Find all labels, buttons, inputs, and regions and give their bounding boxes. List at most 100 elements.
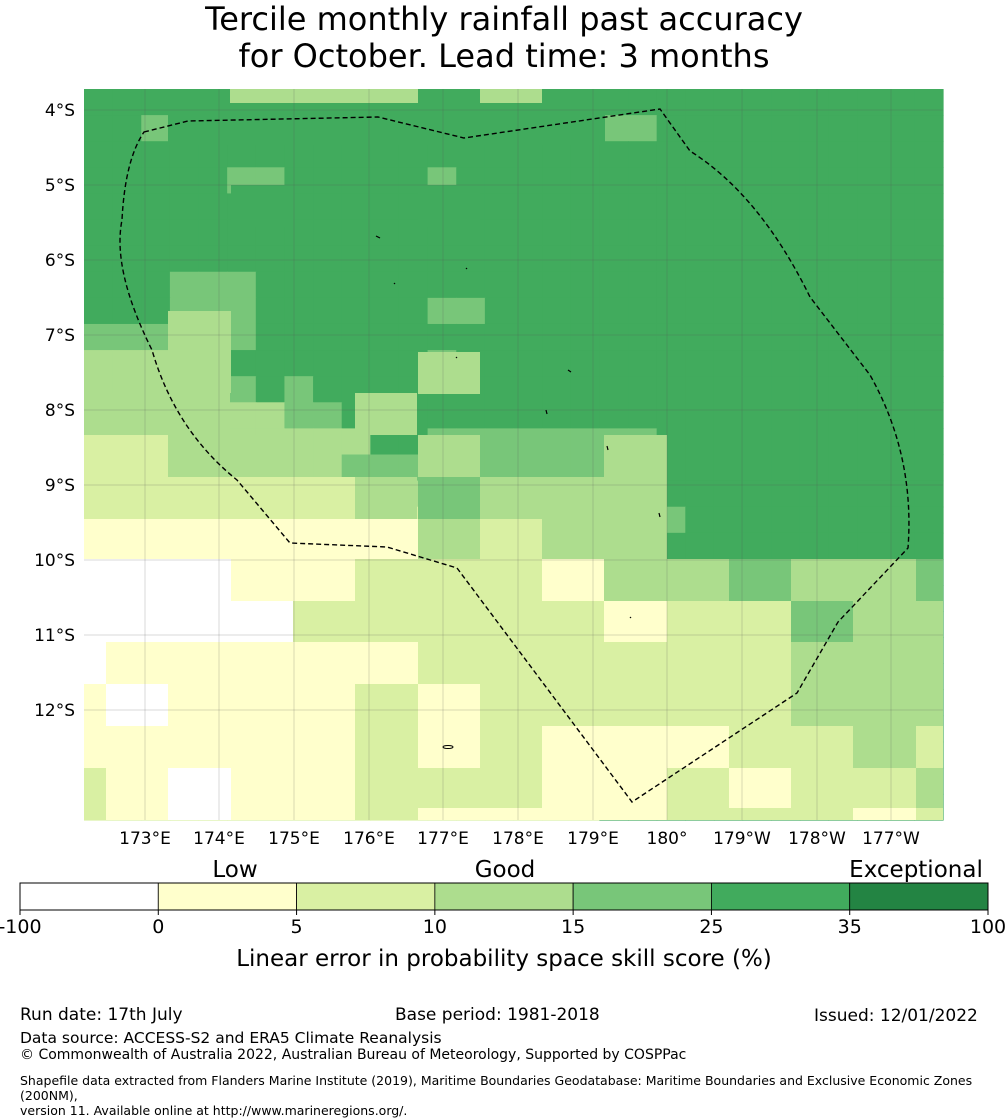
grid-cell bbox=[656, 297, 686, 325]
grid-cell bbox=[599, 323, 629, 351]
legend-tick-label: 0 bbox=[152, 916, 164, 938]
grid-cell bbox=[255, 376, 286, 403]
grid-cell bbox=[198, 167, 228, 195]
grid-cell bbox=[484, 376, 515, 403]
grid-cell bbox=[341, 323, 371, 351]
grid-cell bbox=[713, 193, 744, 221]
latitude-label: 7°S bbox=[45, 326, 75, 346]
issued-date: Issued: 12/01/2022 bbox=[814, 1006, 978, 1026]
grid-cell bbox=[853, 601, 943, 642]
grid-cell bbox=[427, 402, 457, 429]
grid-cell bbox=[799, 428, 830, 456]
grid-cell bbox=[885, 323, 915, 351]
grid-cell bbox=[799, 454, 830, 482]
grid-cell bbox=[656, 193, 686, 221]
grid-cell bbox=[255, 402, 286, 429]
grid-cell bbox=[885, 506, 915, 534]
grid-cell bbox=[480, 519, 542, 559]
longitude-label: 178°E bbox=[492, 829, 544, 849]
grid-cell bbox=[341, 271, 371, 299]
grid-cell bbox=[656, 323, 686, 351]
grid-cell bbox=[914, 402, 944, 429]
grid-cell bbox=[853, 808, 916, 820]
grid-cell bbox=[799, 506, 830, 534]
grid-cell bbox=[112, 219, 142, 247]
grid-cell bbox=[231, 559, 355, 601]
grid-cell bbox=[914, 350, 944, 377]
grid-cell bbox=[685, 376, 715, 403]
grid-cell bbox=[231, 768, 355, 820]
grid-cell bbox=[885, 141, 915, 168]
grid-cell bbox=[656, 219, 686, 247]
grid-cell bbox=[255, 245, 286, 273]
grid-cell bbox=[828, 454, 858, 482]
grid-cell bbox=[370, 141, 400, 168]
island-outline bbox=[629, 616, 632, 619]
grid-cell bbox=[914, 271, 944, 299]
grid-cell bbox=[729, 808, 791, 820]
longitude-label: 175°E bbox=[268, 829, 320, 849]
grid-cell bbox=[828, 193, 858, 221]
grid-cell bbox=[513, 454, 543, 482]
grid-cell bbox=[729, 768, 791, 808]
grid-cell bbox=[341, 350, 371, 377]
grid-cell bbox=[685, 193, 715, 221]
grid-cell bbox=[341, 245, 371, 273]
latitude-label: 12°S bbox=[34, 701, 75, 721]
grid-cell bbox=[828, 167, 858, 195]
grid-cell bbox=[885, 219, 915, 247]
grid-cell bbox=[370, 167, 400, 195]
grid-cell bbox=[685, 141, 715, 168]
grid-cell bbox=[570, 271, 600, 299]
grid-cell bbox=[713, 350, 744, 377]
grid-cell bbox=[857, 89, 887, 116]
grid-cell bbox=[791, 559, 916, 601]
legend-color-swatch bbox=[157, 882, 297, 911]
grid-cell bbox=[313, 402, 343, 429]
longitude-label: 177°E bbox=[417, 829, 469, 849]
grid-cell bbox=[799, 271, 830, 299]
grid-cell bbox=[771, 323, 801, 351]
longitude-label: 174°E bbox=[193, 829, 245, 849]
grid-cell bbox=[456, 141, 486, 168]
grid-cell bbox=[857, 167, 887, 195]
grid-cell bbox=[713, 506, 744, 534]
grid-cell bbox=[513, 193, 543, 221]
grid-cell bbox=[418, 435, 480, 477]
grid-cell bbox=[284, 141, 314, 168]
grid-cell bbox=[771, 376, 801, 403]
island-outline bbox=[658, 512, 661, 518]
grid-cell bbox=[398, 271, 429, 299]
grid-cell bbox=[370, 271, 400, 299]
grid-cell bbox=[484, 245, 515, 273]
longitude-labels: 173°E 174°E 175°E 176°E 177°E 178°E 179°E 180° 1… bbox=[119, 829, 920, 849]
grid-cell bbox=[355, 393, 417, 435]
grid-cell bbox=[628, 193, 658, 221]
grid-cell bbox=[484, 141, 515, 168]
grid-cell bbox=[914, 219, 944, 247]
grid-cell bbox=[313, 376, 343, 403]
grid-cell bbox=[341, 219, 371, 247]
grid-cell bbox=[370, 245, 400, 273]
grid-cell bbox=[916, 559, 943, 601]
grid-cell bbox=[198, 141, 228, 168]
grid-cell bbox=[685, 167, 715, 195]
grid-cell bbox=[685, 532, 715, 560]
grid-cell bbox=[480, 89, 542, 103]
grid-cell bbox=[106, 684, 168, 726]
latitude-label: 6°S bbox=[45, 251, 75, 271]
grid-cell bbox=[341, 167, 371, 195]
grid-cell bbox=[771, 271, 801, 299]
latitude-label: 5°S bbox=[45, 176, 75, 196]
grid-cell bbox=[227, 350, 257, 377]
grid-cell bbox=[484, 428, 515, 456]
grid-cell bbox=[112, 115, 142, 142]
grid-cell bbox=[427, 323, 457, 351]
legend-tick-label: -100 bbox=[0, 916, 42, 938]
legend-color-swatch bbox=[849, 882, 989, 911]
grid-cell bbox=[742, 402, 772, 429]
grid-cell bbox=[313, 323, 343, 351]
grid-cell bbox=[857, 480, 887, 508]
grid-cell bbox=[84, 393, 230, 435]
